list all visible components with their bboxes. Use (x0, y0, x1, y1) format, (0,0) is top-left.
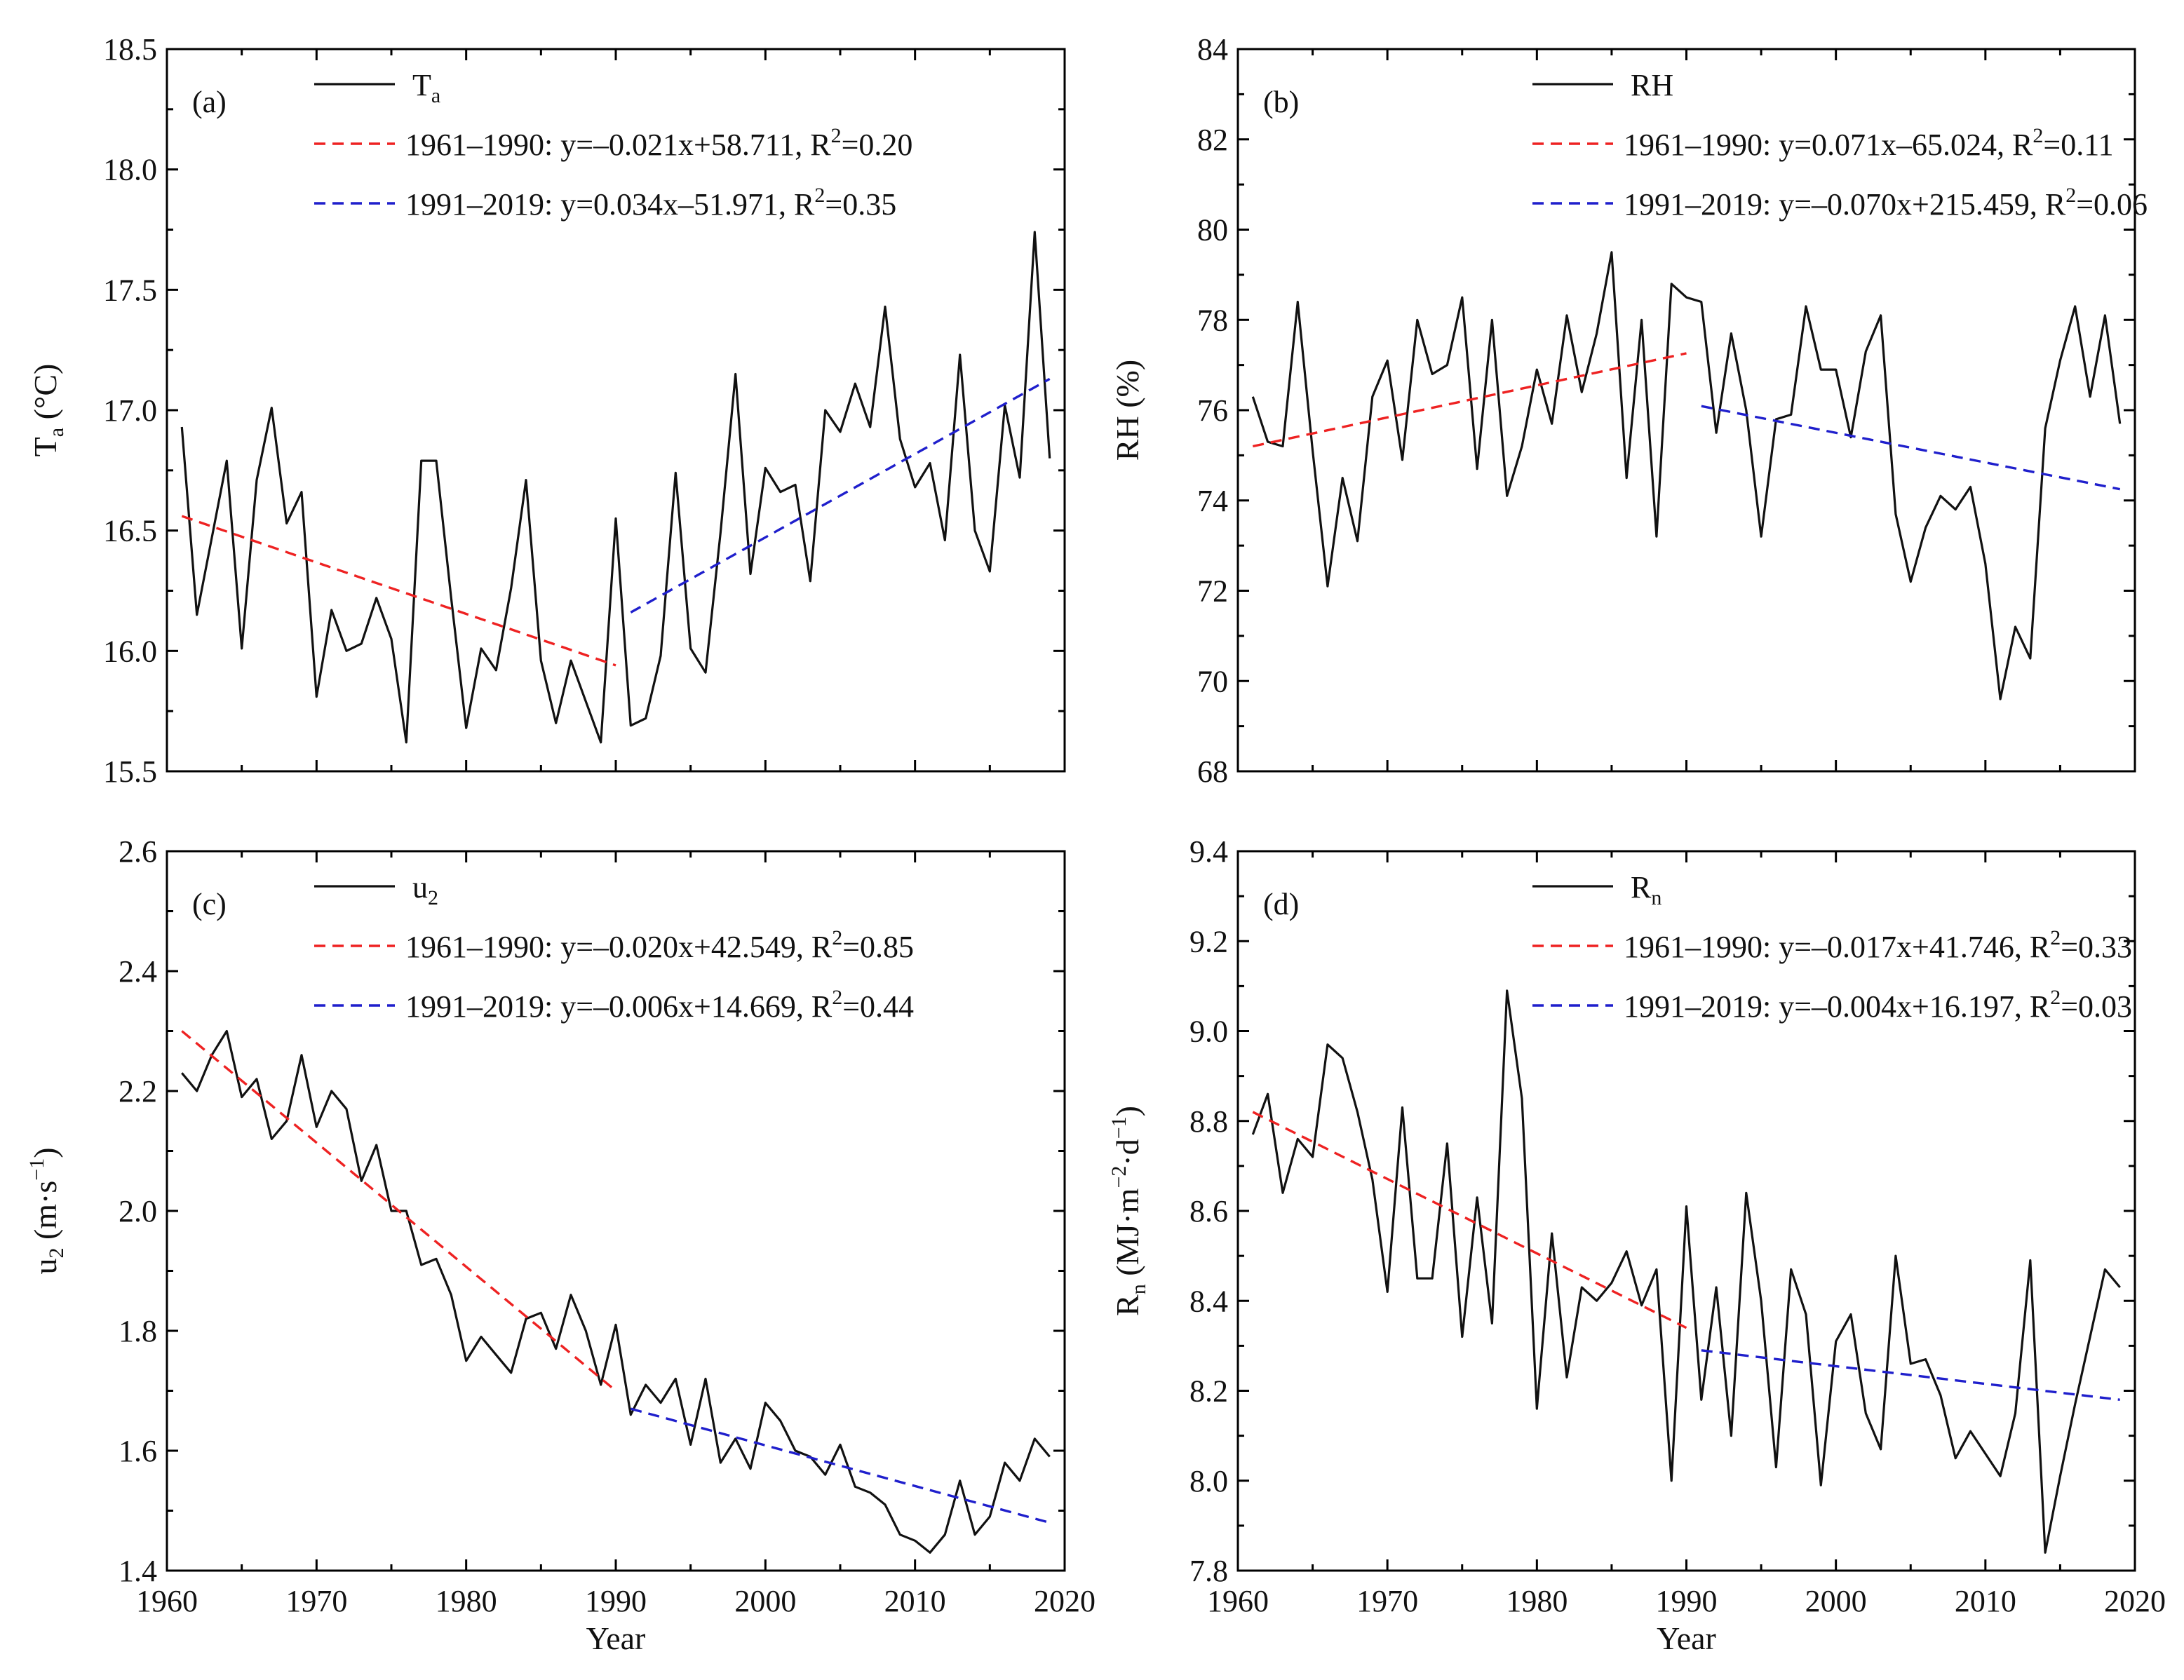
y-tick-label: 2.2 (119, 1074, 157, 1109)
y-tick-label: 8.8 (1189, 1104, 1228, 1139)
y-tick-label: 17.5 (103, 273, 157, 307)
x-tick-label: 1960 (1207, 1584, 1269, 1618)
series-line (1251, 251, 2122, 700)
legend-series-label: u2 (412, 870, 438, 909)
y-axis-title: Rn (MJ·m−2·d−1) (1107, 1106, 1150, 1316)
y-tick-label: 8.2 (1189, 1374, 1228, 1409)
y-tick-label: 2.6 (119, 834, 157, 869)
y-tick-label: 9.4 (1189, 834, 1228, 869)
y-tick-label: 74 (1197, 484, 1228, 518)
y-tick-label: 15.5 (103, 754, 157, 789)
trend-line-1961-1990 (181, 515, 616, 667)
x-tick-label: 2010 (884, 1584, 946, 1618)
y-axis-title: Ta (°C) (27, 364, 68, 457)
trend-line-1991-2019 (1701, 1349, 2120, 1402)
x-tick-label: 1990 (1656, 1584, 1718, 1618)
x-axis-title: Year (586, 1620, 646, 1656)
y-tick-label: 18.5 (103, 32, 157, 67)
y-tick-label: 1.4 (119, 1554, 157, 1588)
y-tick-label: 16.0 (103, 634, 157, 668)
y-tick-label: 7.8 (1189, 1554, 1228, 1588)
y-tick-label: 82 (1197, 123, 1228, 157)
y-tick-label: 17.0 (103, 393, 157, 428)
y-tick-label: 9.2 (1189, 924, 1228, 958)
y-tick-label: 84 (1197, 32, 1228, 67)
y-tick-label: 2.0 (119, 1194, 157, 1228)
x-tick-label: 2000 (1805, 1584, 1867, 1618)
legend-trend-label: 1961–1990: y=0.071x–65.024, R2=0.11 (1624, 124, 2114, 162)
trend-line-1991-2019 (1701, 405, 2121, 491)
x-tick-label: 1990 (585, 1584, 647, 1618)
y-tick-label: 9.0 (1189, 1015, 1228, 1049)
panel-letter: (c) (192, 887, 227, 921)
panel-letter: (d) (1263, 887, 1299, 921)
x-tick-label: 1970 (285, 1584, 347, 1618)
trend-line-1961-1990 (181, 1030, 617, 1392)
trend-line-1991-2019 (630, 1407, 1051, 1524)
x-tick-label: 2000 (734, 1584, 796, 1618)
panel-letter: (b) (1263, 85, 1299, 119)
legend-trend-label: 1991–2019: y=–0.004x+16.197, R2=0.03 (1624, 986, 2132, 1024)
x-tick-label: 2010 (1955, 1584, 2016, 1618)
panel-c: 1960 1970 1980 1990 2000 2010 2020 1.4 1.6 1.8 2.0… (25, 834, 1096, 1656)
y-tick-label: 72 (1197, 574, 1228, 609)
legend-trend-label: 1991–2019: y=–0.070x+215.459, R2=0.06 (1624, 184, 2148, 222)
y-tick-label: 78 (1197, 303, 1228, 337)
y-tick-label: 80 (1197, 213, 1228, 248)
legend-trend-label: 1961–1990: y=–0.017x+41.746, R2=0.33 (1624, 926, 2132, 964)
y-tick-label: 1.6 (119, 1434, 157, 1468)
y-tick-label: 76 (1197, 393, 1228, 428)
y-axis-title: RH (%) (1110, 360, 1145, 461)
x-tick-label: 1960 (136, 1584, 198, 1618)
legend-trend-label: 1991–2019: y=0.034x–51.971, R2=0.35 (405, 184, 896, 222)
x-tick-label: 2020 (1034, 1584, 1096, 1618)
y-tick-label: 68 (1197, 754, 1228, 789)
x-tick-label: 1970 (1356, 1584, 1418, 1618)
legend-trend-label: 1991–2019: y=–0.006x+14.669, R2=0.44 (405, 986, 914, 1024)
legend-trend-label: 1961–1990: y=–0.020x+42.549, R2=0.85 (405, 926, 914, 964)
y-tick-label: 18.0 (103, 153, 157, 187)
x-tick-label: 1980 (436, 1584, 497, 1618)
panel-b: 68 70 72 74 76 78 80 82 84 RH (%) (b) RH 1961–1990: … (1110, 32, 2148, 789)
panel-letter: (a) (192, 85, 227, 119)
trend-line-1961-1990 (1252, 352, 1687, 448)
trend-line-1961-1990 (1252, 1111, 1687, 1329)
trend-line-1991-2019 (630, 377, 1051, 614)
y-tick-label: 70 (1197, 664, 1228, 698)
x-axis-title: Year (1657, 1620, 1716, 1656)
y-tick-label: 8.4 (1189, 1284, 1228, 1318)
series-line (180, 231, 1051, 744)
y-tick-label: 2.4 (119, 954, 157, 989)
x-tick-label: 2020 (2104, 1584, 2166, 1618)
legend-trend-label: 1961–1990: y=–0.021x+58.711, R2=0.20 (405, 124, 912, 162)
panel-a: 15.5 16.0 16.5 17.0 17.5 18.0 18.5 Ta (°C) (a) Ta… (27, 32, 1066, 789)
x-tick-label: 1980 (1506, 1584, 1568, 1618)
legend-series-label: RH (1631, 68, 1673, 102)
series-line (181, 1029, 1051, 1554)
y-tick-label: 1.8 (119, 1314, 157, 1348)
y-tick-label: 8.0 (1189, 1464, 1228, 1498)
series-line (1251, 989, 2121, 1554)
panel-d: 1960 1970 1980 1990 2000 2010 2020 7.8 8.0 8.2 8.4… (1107, 834, 2166, 1656)
y-axis-title: u2 (m·s−1) (25, 1147, 68, 1274)
y-tick-label: 8.6 (1189, 1194, 1228, 1228)
y-tick-label: 16.5 (103, 514, 157, 548)
legend-series-label: Ta (412, 68, 440, 107)
legend-series-label: Rn (1631, 870, 1661, 909)
